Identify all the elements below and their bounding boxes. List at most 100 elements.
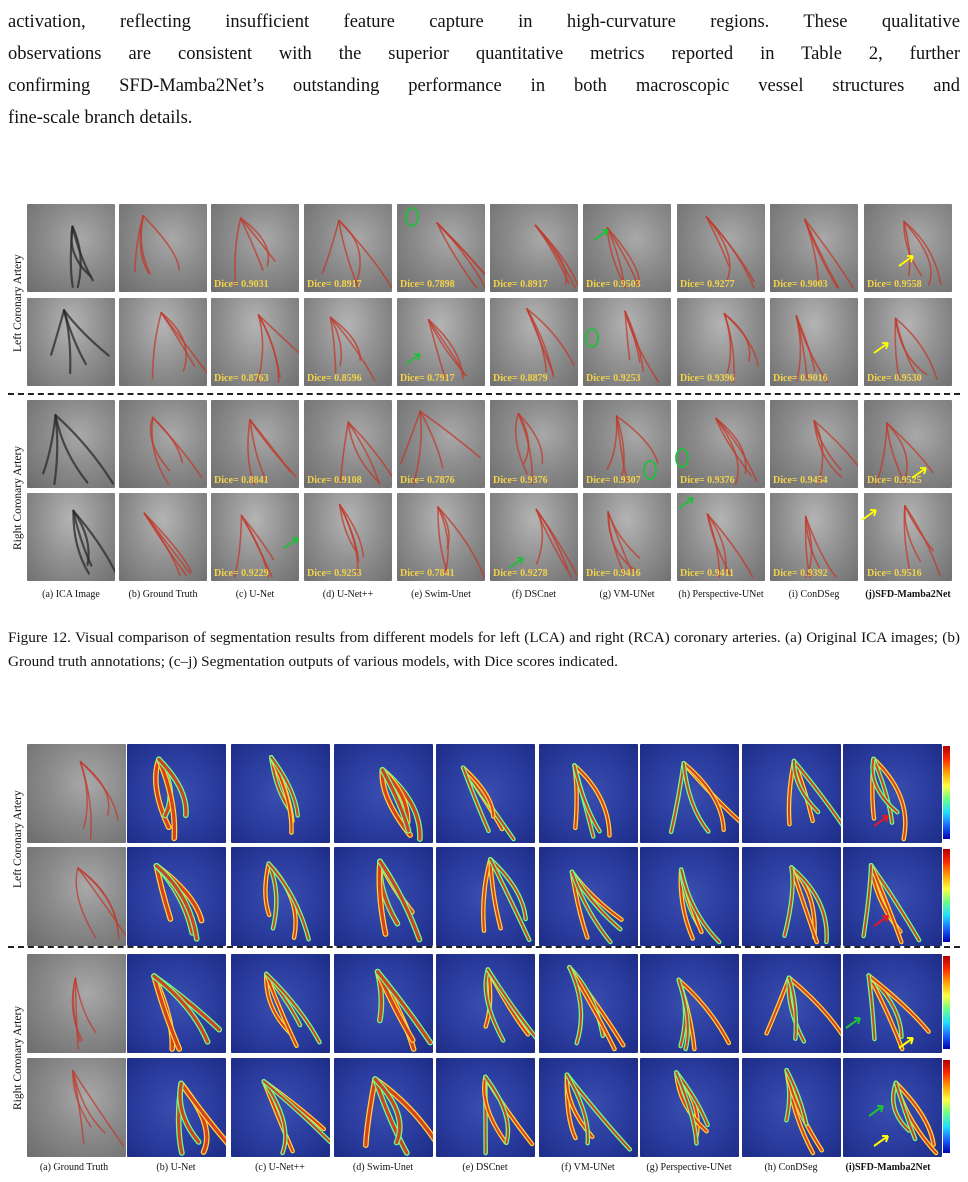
dice-score: Dice= 0.9416: [586, 568, 641, 579]
vessel-path: [79, 760, 92, 840]
dice-score: Dice= 0.9278: [493, 568, 548, 579]
dice-score: Dice= 0.9031: [214, 279, 269, 290]
vessel-path: [262, 1080, 287, 1154]
column-caption: (g) VM-UNet: [599, 589, 655, 600]
dice-score: Dice= 0.9376: [493, 475, 548, 486]
ground-truth-image: [27, 954, 126, 1053]
annotation-arrow-icon: [873, 815, 889, 827]
vessel-path: [412, 410, 422, 485]
activation-heatmap: [539, 744, 638, 843]
segmentation-result: Dice= 0.9016: [770, 298, 858, 386]
vessel-path: [573, 764, 601, 833]
vessel-path: [321, 219, 340, 274]
vessel-path: [870, 864, 903, 943]
vessel-path: [157, 757, 188, 817]
segmentation-result: Dice= 0.9229: [211, 493, 299, 581]
activation-heatmap: [843, 954, 942, 1053]
vessel-path: [77, 867, 126, 938]
vessel-path: [535, 508, 578, 576]
dice-score: Dice= 0.9558: [867, 279, 922, 290]
segmentation-result: Dice= 0.9392: [770, 493, 858, 581]
dice-score: Dice= 0.8596: [307, 373, 362, 384]
column-caption: (e) DSCnet: [462, 1162, 508, 1173]
dice-score: Dice= 0.9516: [867, 568, 922, 579]
annotation-arrow-icon: [873, 342, 889, 354]
vessel-path: [675, 1071, 698, 1145]
vessel-path: [607, 511, 641, 559]
dice-score: Dice= 0.9530: [867, 373, 922, 384]
ground-truth-image: [27, 744, 126, 843]
vessel-path: [149, 416, 171, 472]
vessel-path: [573, 764, 611, 837]
vessel-path: [143, 512, 192, 575]
vessel-path: [265, 972, 321, 1044]
dice-score: Dice= 0.9396: [680, 373, 735, 384]
column-caption: (a) ICA Image: [42, 589, 100, 600]
vessel-path: [347, 421, 392, 478]
dice-score: Dice= 0.8879: [493, 373, 548, 384]
vessel-path: [680, 868, 721, 943]
vessel-path: [377, 859, 388, 936]
vessel-path: [72, 1070, 92, 1128]
vessel-path: [486, 968, 535, 1038]
vessel-path: [606, 226, 641, 284]
vessel-path: [867, 974, 876, 1040]
vessel-path: [894, 1081, 935, 1146]
vessel-path: [62, 309, 110, 357]
segmentation-result: Dice= 0.7898: [397, 204, 485, 292]
vessel-path: [682, 762, 725, 831]
vessel-path: [339, 421, 349, 485]
vessel-path: [484, 968, 505, 1042]
activation-heatmap: [436, 954, 535, 1053]
activation-heatmap: [436, 847, 535, 946]
dice-score: Dice= 0.8917: [493, 279, 548, 290]
ica-image: [27, 400, 115, 488]
colorbar: [943, 746, 950, 839]
segmentation-result: Dice= 0.7841: [397, 493, 485, 581]
highlight-ellipse-icon: [405, 207, 419, 227]
segmentation-result: Dice= 0.9003: [770, 204, 858, 292]
paragraph-line: observations are consistent with the sup…: [8, 44, 960, 64]
vessel-path: [437, 506, 450, 549]
vessel-path: [160, 311, 207, 375]
vessel-path: [154, 864, 199, 941]
activation-heatmap: [539, 954, 638, 1053]
vessel-path: [723, 312, 735, 383]
activation-heatmap: [539, 847, 638, 946]
highlight-ellipse-icon: [675, 448, 689, 468]
vessel-path: [872, 757, 893, 824]
vessel-path: [484, 1075, 509, 1144]
vessel-path: [400, 410, 421, 465]
activation-heatmap: [843, 1058, 942, 1157]
segmentation-result: Dice= 0.9525: [864, 400, 952, 488]
vessel-path: [329, 316, 362, 362]
vessel-path: [903, 220, 923, 277]
vessel-path: [329, 316, 337, 374]
vessel-path: [813, 420, 843, 478]
vessel-path: [534, 224, 567, 285]
dice-score: Dice= 0.9411: [680, 568, 735, 579]
vessel-path: [265, 972, 298, 1047]
dice-score: Dice= 0.8841: [214, 475, 269, 486]
vessel-path: [677, 978, 689, 1050]
vessel-path: [715, 417, 753, 477]
vessel-path: [249, 419, 267, 482]
section-divider: [8, 393, 960, 395]
vessel-path: [373, 1077, 409, 1155]
segmentation-result: Dice= 0.9503: [583, 204, 671, 292]
vessel-path: [677, 978, 730, 1044]
vessel-path: [257, 314, 264, 383]
vessel-path: [178, 1081, 201, 1144]
activation-heatmap: [640, 954, 739, 1053]
activation-heatmap: [436, 744, 535, 843]
segmentation-result: [119, 493, 207, 581]
vessel-path: [615, 415, 625, 479]
segmentation-result: Dice= 0.9376: [677, 400, 765, 488]
vessel-path: [706, 513, 754, 578]
vessel-path: [903, 505, 911, 572]
column-caption: (b) Ground Truth: [128, 589, 198, 600]
activation-heatmap: [539, 1058, 638, 1157]
vessel-path: [570, 870, 612, 943]
vessel-path: [462, 766, 495, 818]
